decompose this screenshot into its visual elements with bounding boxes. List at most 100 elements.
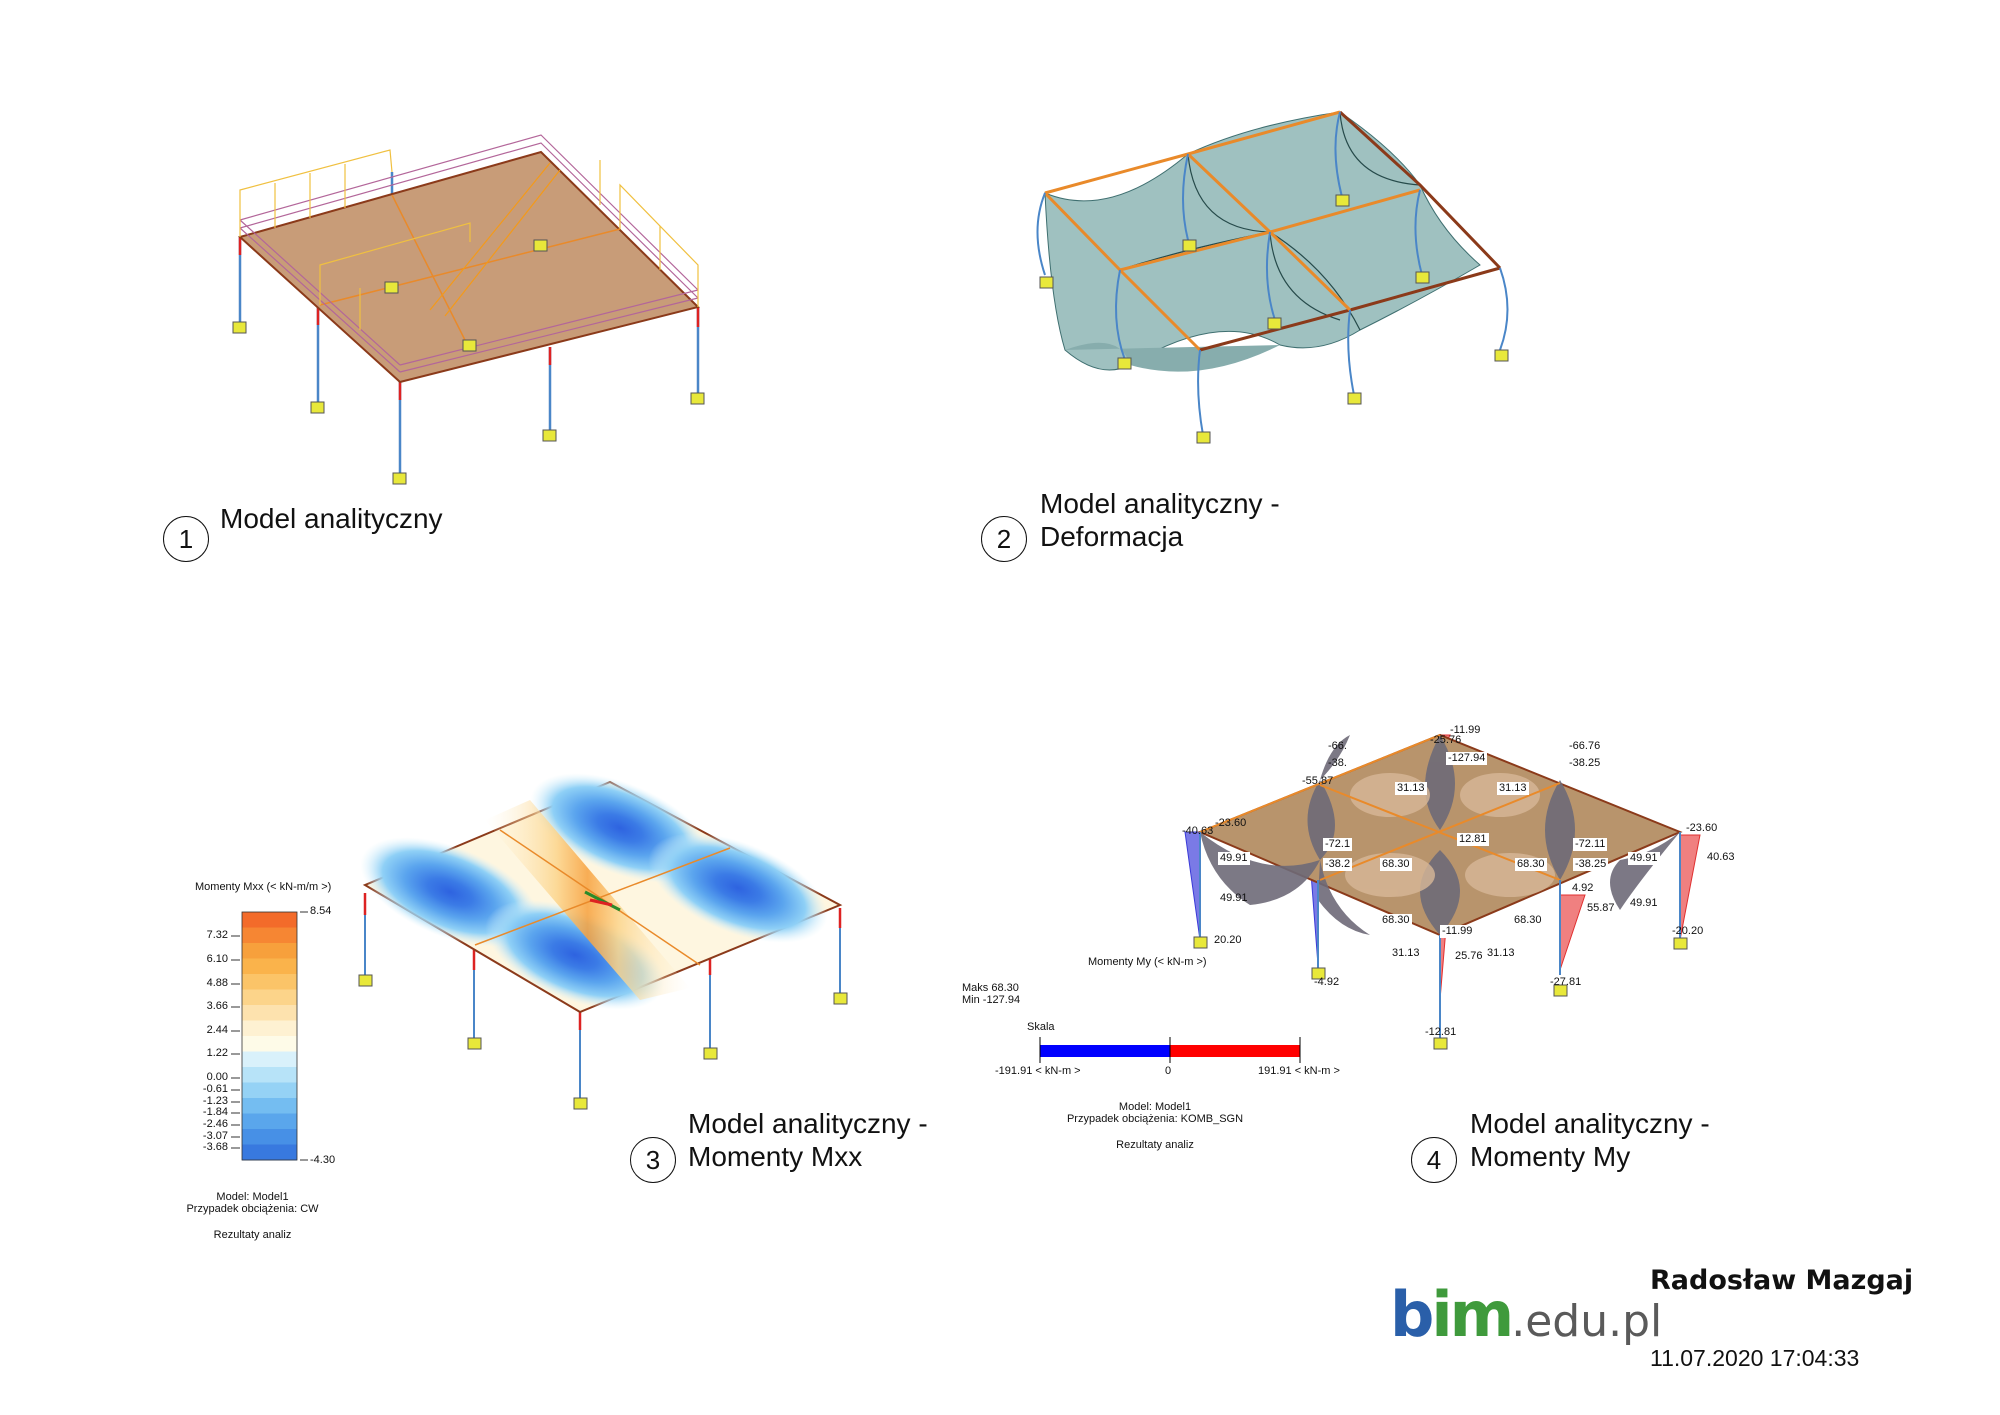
legend-swatch bbox=[242, 1005, 297, 1021]
legend-swatch bbox=[242, 1082, 297, 1099]
my-value-label: -23.60 bbox=[1686, 822, 1718, 834]
my-value-label: -38.25 bbox=[1569, 757, 1601, 769]
legend-tick-label: -2.46 bbox=[202, 1118, 228, 1130]
legend-swatch bbox=[242, 974, 297, 990]
my-scale-right: 191.91 < kN-m > bbox=[1258, 1065, 1340, 1077]
my-value-label: 49.91 bbox=[1630, 897, 1658, 909]
my-value-label: -25.76 bbox=[1430, 734, 1462, 746]
legend-tick-label: 7.32 bbox=[206, 929, 228, 941]
view-number-2: 2 bbox=[981, 516, 1027, 562]
view-title-3: Model analityczny - Momenty Mxx bbox=[688, 1108, 928, 1172]
my-value-label: -40.63 bbox=[1182, 825, 1214, 837]
scale-negative-bar bbox=[1040, 1045, 1170, 1057]
date-stamp: 11.07.2020 17:04:33 bbox=[1650, 1345, 1860, 1371]
view-number-3: 3 bbox=[630, 1137, 676, 1183]
legend-swatch bbox=[242, 989, 297, 1006]
view2-deformation bbox=[1036, 110, 1509, 444]
view4-shading bbox=[1200, 735, 1680, 935]
my-value-label: 31.13 bbox=[1487, 947, 1515, 959]
legend-swatch bbox=[242, 1129, 297, 1145]
my-value-label: 31.13 bbox=[1392, 947, 1420, 959]
my-legend-case: Przypadek obciążenia: KOMB_SGN bbox=[1066, 1113, 1244, 1125]
author-name: Radosław Mazgaj bbox=[1650, 1265, 1914, 1296]
view-title-1: Model analityczny bbox=[220, 503, 443, 534]
legend-tick-label: 0.00 bbox=[206, 1071, 228, 1083]
my-scale-label: Skala bbox=[1027, 1021, 1055, 1033]
my-value-label: -72.1 bbox=[1323, 838, 1353, 851]
my-value-label: 40.63 bbox=[1707, 851, 1735, 863]
my-legend-title: Momenty My (< kN-m >) bbox=[1088, 956, 1207, 968]
my-value-label: 4.92 bbox=[1572, 882, 1594, 894]
my-value-label: -11.99 bbox=[1450, 724, 1481, 736]
my-value-label: 68.30 bbox=[1512, 914, 1544, 927]
my-legend-results: Rezultaty analiz bbox=[1116, 1139, 1194, 1151]
mxx-legend-model: Model: Model1 bbox=[216, 1191, 289, 1203]
legend-tick-label: -3.68 bbox=[202, 1141, 228, 1153]
legend-swatch bbox=[242, 958, 297, 975]
legend-swatch bbox=[242, 1144, 297, 1161]
my-value-label: 68.30 bbox=[1515, 858, 1547, 871]
my-scale-zero: 0 bbox=[1165, 1065, 1172, 1077]
my-value-label: -11.99 bbox=[1440, 925, 1475, 938]
legend-swatch bbox=[242, 927, 297, 944]
my-value-label: -38.25 bbox=[1573, 858, 1609, 871]
mxx-legend-bar bbox=[231, 911, 308, 1161]
logo-im: im bbox=[1431, 1278, 1514, 1351]
my-value-label: -20.20 bbox=[1672, 925, 1704, 937]
my-legend-min: Min -127.94 bbox=[962, 994, 1021, 1006]
view4-columns bbox=[1199, 832, 1681, 1040]
legend-swatch bbox=[242, 912, 297, 928]
view-number-4: 4 bbox=[1411, 1137, 1457, 1183]
view4-supports bbox=[1193, 936, 1688, 1050]
my-value-label: 55.87 bbox=[1587, 902, 1615, 914]
my-value-label: 68.30 bbox=[1380, 914, 1412, 927]
my-value-label: 49.91 bbox=[1628, 852, 1660, 865]
view-title-2: Model analityczny - Deformacja bbox=[1040, 488, 1280, 552]
view-title-4: Model analityczny - Momenty My bbox=[1470, 1108, 1710, 1172]
legend-tick-label: 6.10 bbox=[206, 953, 228, 965]
view3-mxx bbox=[231, 773, 848, 1161]
scale-positive-bar bbox=[1170, 1045, 1300, 1057]
my-scale-left: -191.91 < kN-m > bbox=[995, 1065, 1081, 1077]
logo-domain: .edu.pl bbox=[1511, 1296, 1663, 1347]
view3-contours bbox=[360, 773, 828, 1010]
legend-swatch bbox=[242, 1067, 297, 1083]
legend-swatch bbox=[242, 1051, 297, 1068]
mxx-legend-max: 8.54 bbox=[310, 905, 332, 917]
view1-supports bbox=[232, 239, 705, 485]
my-value-label: -66.76 bbox=[1569, 740, 1601, 752]
legend-swatch bbox=[242, 943, 297, 959]
legend-swatch bbox=[242, 1020, 297, 1037]
view-number-1: 1 bbox=[163, 516, 209, 562]
legend-swatch bbox=[242, 1098, 297, 1114]
my-legend-model: Model: Model1 bbox=[1118, 1101, 1192, 1113]
mxx-legend-case: Przypadek obciążenia: CW bbox=[186, 1203, 319, 1215]
my-value-label: -23.60 bbox=[1215, 817, 1247, 829]
view4-my bbox=[1039, 733, 1701, 1063]
my-value-label: -66. bbox=[1328, 740, 1347, 752]
view2-columns bbox=[1036, 111, 1509, 436]
mxx-legend-min: -4.30 bbox=[310, 1154, 336, 1166]
my-value-label: -12.81 bbox=[1425, 1026, 1457, 1038]
legend-swatch bbox=[242, 1113, 297, 1130]
my-value-label: 68.30 bbox=[1380, 858, 1412, 871]
my-value-label: -72.11 bbox=[1573, 838, 1608, 851]
my-value-label: 25.76 bbox=[1455, 950, 1483, 962]
my-value-label: -38. bbox=[1328, 757, 1347, 769]
view2-supports bbox=[1039, 194, 1509, 444]
legend-tick-label: 4.88 bbox=[206, 977, 228, 989]
legend-tick-label: 3.66 bbox=[206, 1000, 228, 1012]
my-value-label: -55.87 bbox=[1302, 775, 1334, 787]
legend-swatch bbox=[242, 1036, 297, 1052]
view2-deformed-surface bbox=[1044, 111, 1481, 371]
mxx-legend-results: Rezultaty analiz bbox=[213, 1229, 292, 1241]
legend-tick-label: -1.23 bbox=[202, 1095, 228, 1107]
legend-tick-label: -0.61 bbox=[202, 1083, 228, 1095]
my-value-label: 49.91 bbox=[1220, 892, 1248, 904]
my-value-label: -38.2 bbox=[1323, 858, 1353, 871]
my-value-label: 31.13 bbox=[1395, 782, 1427, 795]
bim-logo: bim.edu.pl bbox=[1390, 1278, 1662, 1351]
legend-tick-label: 1.22 bbox=[206, 1047, 228, 1059]
my-value-label: 12.81 bbox=[1457, 833, 1489, 846]
